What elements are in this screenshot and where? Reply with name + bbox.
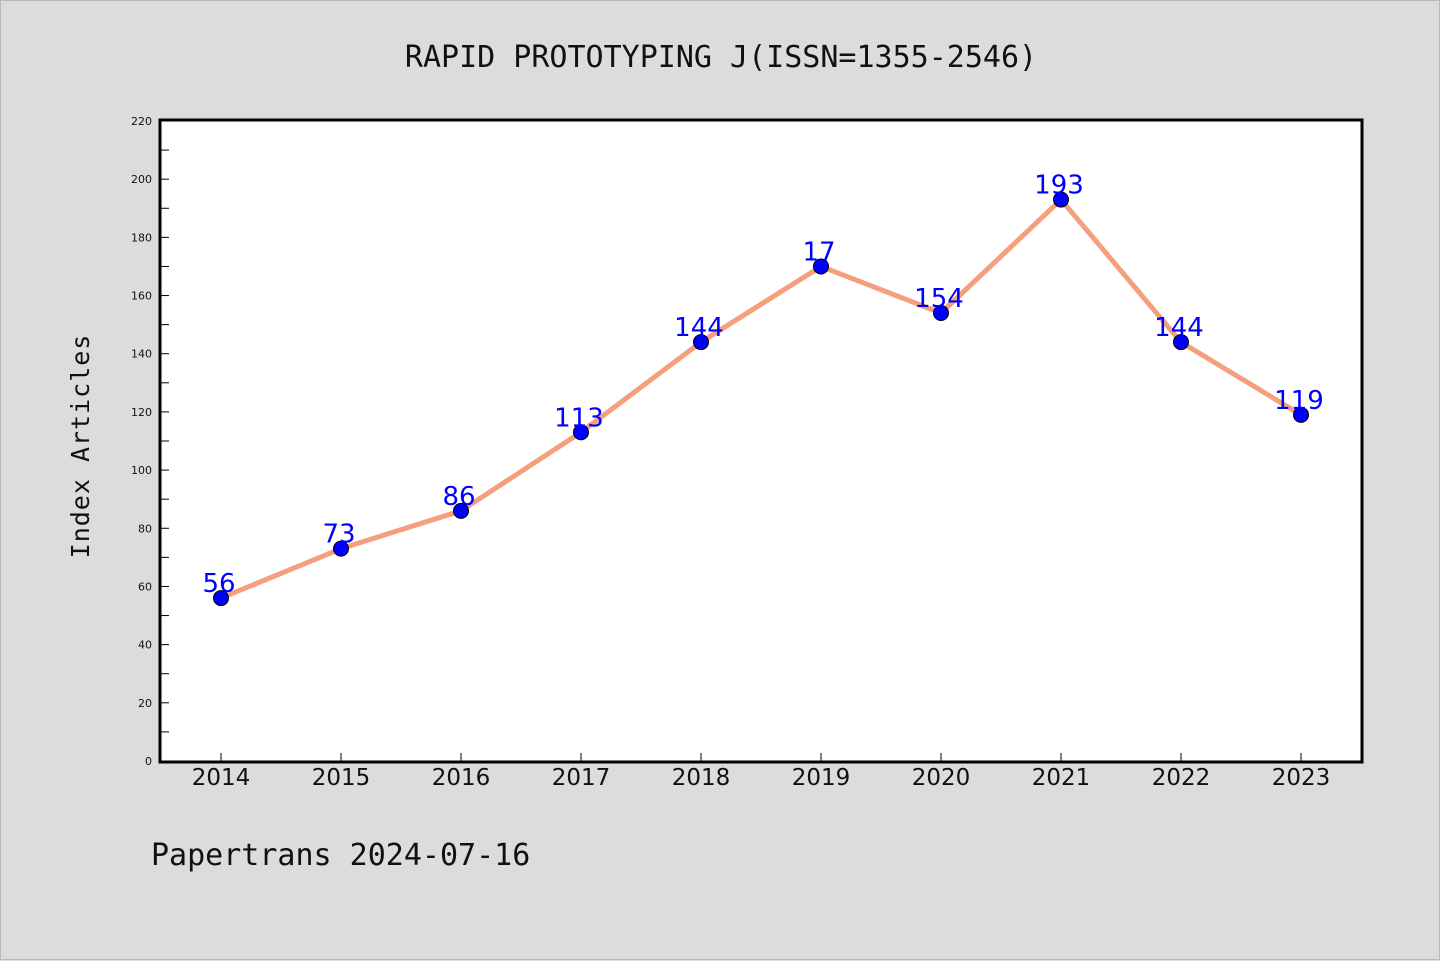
data-label: 73 — [322, 520, 355, 550]
data-labels: 56 73 86 113 144 17 154 193 144 119 — [202, 171, 1323, 600]
y-tick-label: 80 — [138, 522, 152, 535]
y-tick-label: 20 — [138, 697, 152, 710]
y-tick-label: 120 — [131, 406, 152, 419]
x-tick-label: 2023 — [1272, 765, 1331, 791]
x-tick-label: 2016 — [432, 765, 491, 791]
data-point — [933, 305, 949, 321]
data-point — [213, 590, 229, 607]
data-label: 17 — [802, 237, 835, 267]
data-label: 154 — [914, 284, 964, 314]
y-tick-label: 160 — [131, 290, 152, 303]
data-point — [693, 334, 709, 351]
x-tick-label: 2018 — [672, 765, 731, 791]
data-point — [1173, 334, 1189, 351]
y-tick-label: 220 — [131, 115, 152, 128]
data-point — [1053, 191, 1069, 208]
x-tick-label: 2020 — [912, 765, 971, 791]
data-label: 56 — [202, 569, 235, 599]
chart-title: RAPID PROTOTYPING J(ISSN=1355-2546) — [405, 40, 1037, 75]
data-label: 144 — [674, 313, 724, 343]
data-point — [1293, 406, 1309, 423]
x-tick-label: 2015 — [312, 765, 371, 791]
x-tick-label: 2022 — [1152, 765, 1211, 791]
data-point — [573, 424, 589, 441]
y-tick-label: 60 — [138, 580, 152, 593]
data-point — [453, 502, 469, 519]
x-tick-label: 2017 — [552, 765, 611, 791]
x-axis: 2014 2015 2016 2017 2018 2019 2020 2021 2022 2023 — [192, 753, 1331, 791]
y-tick-label: 180 — [131, 231, 152, 244]
data-label: 119 — [1274, 386, 1324, 416]
series-line — [218, 197, 1304, 601]
y-axis-label: Index Articles — [66, 334, 95, 559]
y-tick-label: 100 — [131, 464, 152, 477]
data-label: 113 — [554, 403, 604, 433]
y-tick-label: 200 — [131, 173, 152, 186]
y-tick-label: 140 — [131, 348, 152, 361]
y-axis: 0 20 40 60 80 100 120 140 160 180 200 220 — [131, 115, 169, 768]
data-label: 193 — [1034, 171, 1084, 201]
data-label: 86 — [442, 482, 475, 512]
x-tick-label: 2019 — [792, 765, 851, 791]
y-tick-label: 40 — [138, 639, 152, 652]
data-point — [813, 258, 829, 275]
x-tick-label: 2014 — [192, 765, 251, 791]
plot-area — [158, 118, 1364, 764]
footer-credit: Papertrans 2024-07-16 — [151, 838, 530, 873]
x-tick-label: 2021 — [1032, 765, 1091, 791]
y-tick-label: 0 — [145, 755, 152, 768]
data-point — [333, 540, 349, 557]
data-label: 144 — [1154, 313, 1204, 343]
series-line-group — [213, 191, 1309, 607]
